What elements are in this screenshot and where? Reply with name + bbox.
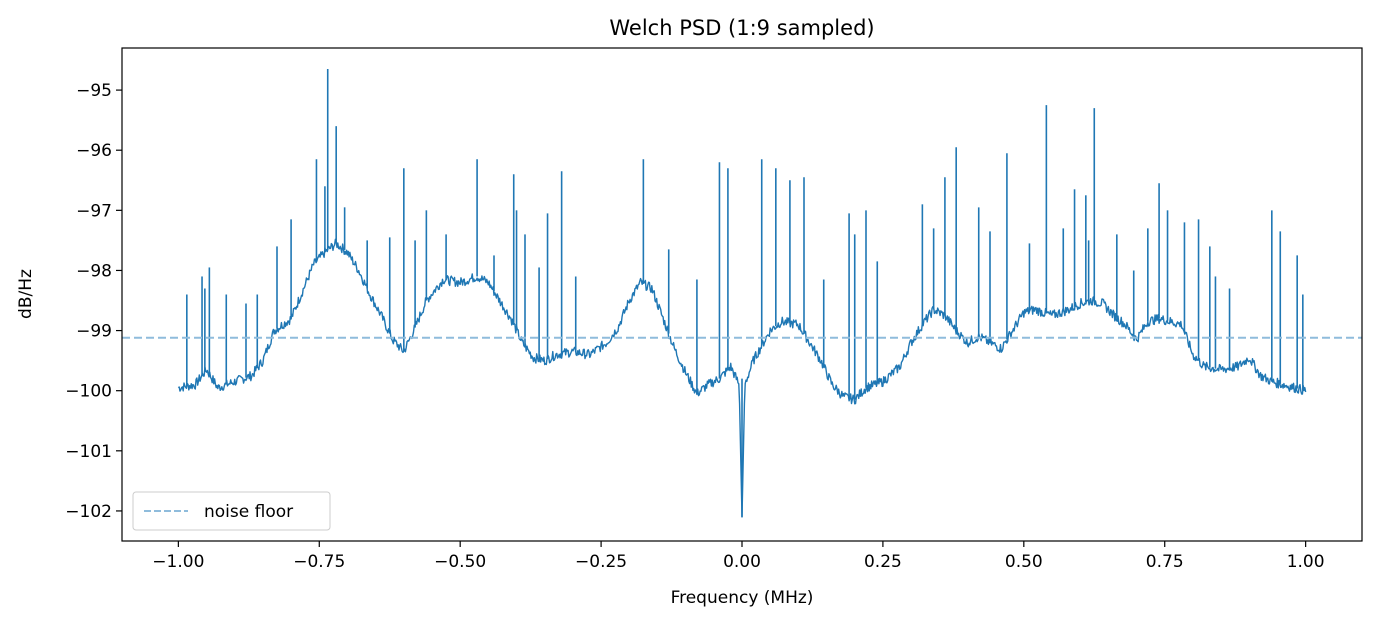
legend-label-noise-floor: noise floor	[204, 502, 293, 522]
chart-title: Welch PSD (1:9 sampled)	[609, 16, 874, 40]
y-tick-label: −96	[76, 141, 112, 161]
legend-box	[132, 491, 331, 531]
x-tick-label: −1.00	[152, 552, 204, 572]
series-layer	[122, 69, 1362, 518]
x-tick-label: −0.50	[434, 552, 486, 572]
x-tick-label: 1.00	[1287, 552, 1325, 572]
y-tick-label: −97	[76, 201, 112, 221]
legend: noise floor	[132, 491, 331, 531]
x-tick-label: 0.25	[864, 552, 902, 572]
y-axis-label: dB/Hz	[16, 269, 36, 319]
y-tick-label: −102	[65, 502, 112, 522]
y-tick-label: −98	[76, 261, 112, 281]
x-axis-ticks: −1.00 −0.75 −0.50 −0.25 0.00 0.25 0.50 0.75 1.00	[152, 541, 1325, 572]
x-tick-label: 0.50	[1005, 552, 1043, 572]
y-tick-label: −99	[76, 322, 112, 342]
y-tick-label: −101	[65, 442, 112, 462]
x-tick-label: −0.25	[575, 552, 627, 572]
y-tick-label: −95	[76, 81, 112, 101]
x-axis-label: Frequency (MHz)	[671, 588, 814, 608]
x-tick-label: 0.00	[723, 552, 761, 572]
x-tick-label: 0.75	[1146, 552, 1184, 572]
y-tick-label: −100	[65, 382, 112, 402]
y-axis-ticks: −102 −101 −100 −99 −98 −97 −96 −95	[65, 81, 122, 522]
plot-area	[121, 47, 1363, 542]
x-tick-label: −0.75	[293, 552, 345, 572]
